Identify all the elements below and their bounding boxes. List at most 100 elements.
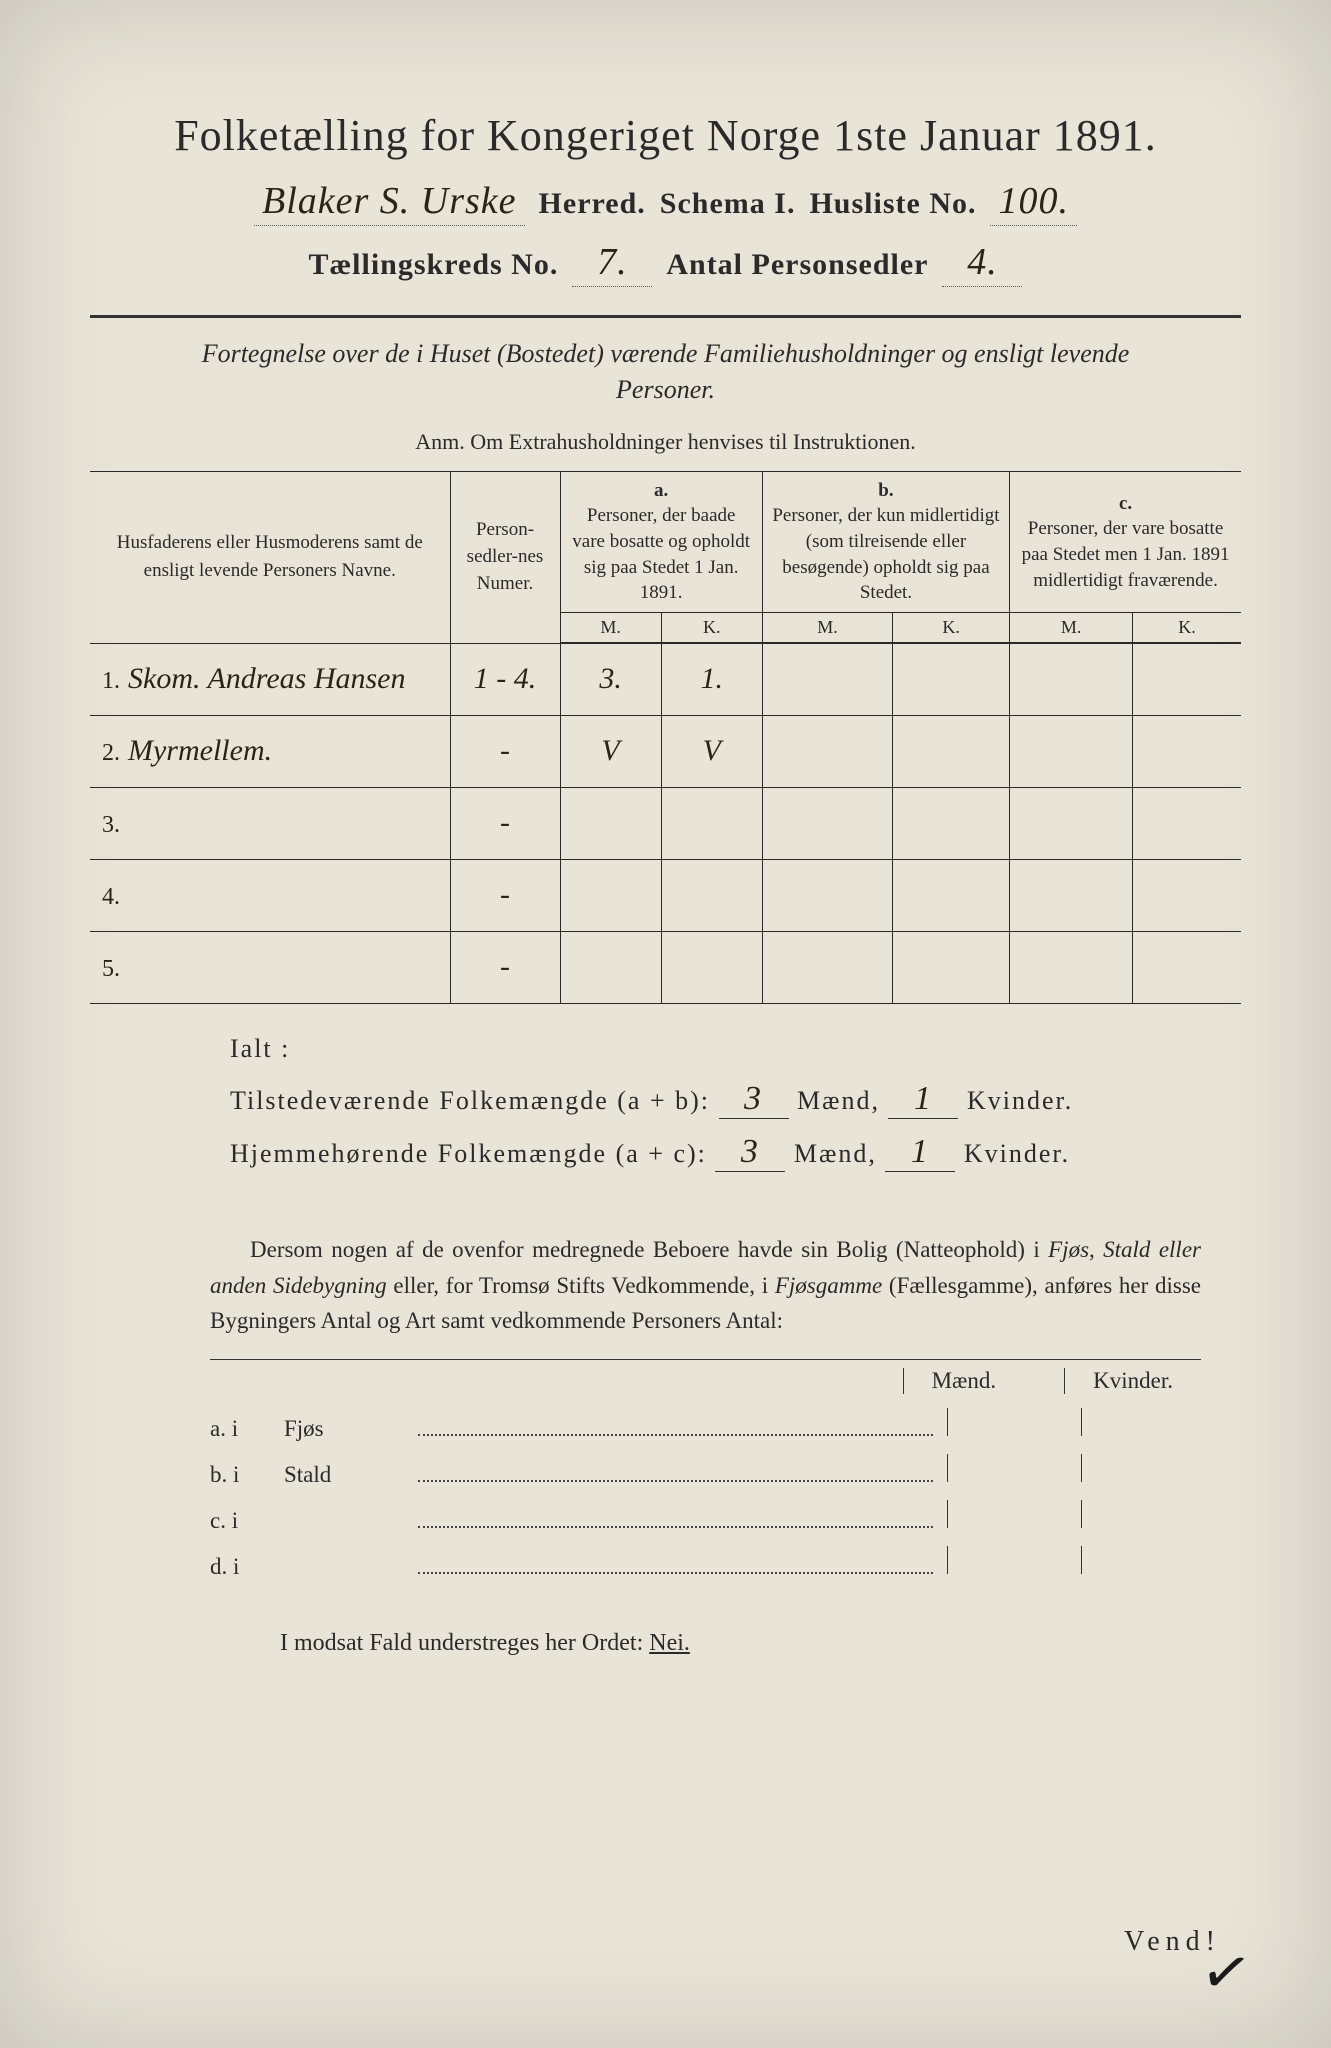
row-a-m: V: [560, 715, 661, 787]
col-a-letter: a.: [569, 478, 754, 504]
kreds-value: 7.: [572, 240, 652, 287]
kvinder-label: Kvinder.: [967, 1086, 1073, 1115]
anm-note: Anm. Om Extrahusholdninger henvises til …: [90, 429, 1241, 455]
table-row: 4.-: [90, 859, 1241, 931]
row-c-m: [1010, 715, 1133, 787]
row-c-m: [1010, 931, 1133, 1003]
form-title: Folketælling for Kongeriget Norge 1ste J…: [90, 110, 1241, 161]
dots: [418, 1413, 933, 1436]
col-b-k: K.: [893, 612, 1010, 642]
row-b-k: [893, 787, 1010, 859]
row-a-k: [661, 931, 762, 1003]
col-b-top: b. Personer, der kun midlertidigt (som t…: [762, 471, 1009, 612]
dersom-paragraph: Dersom nogen af de ovenfor medregnede Be…: [210, 1232, 1201, 1339]
row-b-m: [762, 643, 892, 715]
row-name: 1.Skom. Andreas Hansen: [90, 643, 450, 715]
col-b-m: M.: [762, 612, 892, 642]
row-b-m: [762, 715, 892, 787]
para-4: Fjøsgamme: [775, 1273, 882, 1298]
row-a-k: 1.: [661, 643, 762, 715]
building-maend-cell: [947, 1546, 1067, 1574]
building-header: Mænd. Kvinder.: [210, 1359, 1201, 1394]
col-c-k: K.: [1133, 612, 1241, 642]
table-row: 5.-: [90, 931, 1241, 1003]
row-b-k: [893, 859, 1010, 931]
building-kvinder-cell: [1081, 1500, 1201, 1528]
summary-2-label: Hjemmehørende Folkemængde (a + c):: [230, 1139, 707, 1168]
row-a-k: [661, 787, 762, 859]
row-c-m: [1010, 643, 1133, 715]
row-a-k: [661, 859, 762, 931]
summary-1-k: 1: [888, 1080, 958, 1119]
col-a-top: a. Personer, der baade vare bosatte og o…: [560, 471, 762, 612]
col-c-letter: c.: [1018, 491, 1233, 517]
husliste-label: Husliste No.: [809, 187, 976, 221]
row-numer: -: [450, 715, 560, 787]
header-row-2: Tællingskreds No. 7. Antal Personsedler …: [90, 240, 1241, 287]
col-c-m: M.: [1010, 612, 1133, 642]
summary-2-k: 1: [885, 1133, 955, 1172]
row-c-m: [1010, 787, 1133, 859]
building-row: b. iStald: [210, 1454, 1201, 1488]
col-c-top: c. Personer, der vare bosatte paa Stedet…: [1010, 471, 1241, 612]
summary-line-1: Tilstedeværende Folkemængde (a + b): 3 M…: [230, 1080, 1241, 1119]
building-kvinder-cell: [1081, 1454, 1201, 1482]
modsatt-nei: Nei.: [649, 1630, 690, 1656]
modsatt-pre: I modsat Fald understreges her Ordet:: [280, 1630, 649, 1656]
building-maend: Mænd.: [903, 1368, 1025, 1394]
modsatt-line: I modsat Fald understreges her Ordet: Ne…: [280, 1630, 1241, 1657]
row-numer: -: [450, 787, 560, 859]
col-header-numer: Person-sedler-nes Numer.: [450, 471, 560, 643]
building-block: Mænd. Kvinder. a. iFjøsb. iStaldc. id. i: [210, 1359, 1201, 1580]
census-form-page: Folketælling for Kongeriget Norge 1ste J…: [0, 0, 1331, 2048]
building-kvinder-cell: [1081, 1408, 1201, 1436]
row-numer: -: [450, 859, 560, 931]
col-a-k: K.: [661, 612, 762, 642]
census-table: Husfaderens eller Husmoderens samt de en…: [90, 471, 1241, 1004]
building-maend-cell: [947, 1408, 1067, 1436]
row-a-m: 3.: [560, 643, 661, 715]
row-a-m: [560, 859, 661, 931]
row-b-m: [762, 787, 892, 859]
row-a-k: V: [661, 715, 762, 787]
row-b-k: [893, 643, 1010, 715]
fortegnelse-heading: Fortegnelse over de i Huset (Bostedet) v…: [150, 336, 1181, 409]
divider: [90, 315, 1241, 318]
row-numer: -: [450, 931, 560, 1003]
row-name: 3.: [90, 787, 450, 859]
maend-label-2: Mænd,: [794, 1139, 877, 1168]
row-c-k: [1133, 643, 1241, 715]
header-row-1: Blaker S. Urske Herred. Schema I. Huslis…: [90, 179, 1241, 226]
row-name: 5.: [90, 931, 450, 1003]
col-c-text: Personer, der vare bosatte paa Stedet me…: [1018, 516, 1233, 593]
row-name: 4.: [90, 859, 450, 931]
dots: [418, 1505, 933, 1528]
kreds-label: Tællingskreds No.: [309, 248, 559, 282]
building-kvinder-cell: [1081, 1546, 1201, 1574]
kvinder-label-2: Kvinder.: [964, 1139, 1070, 1168]
building-row: c. i: [210, 1500, 1201, 1534]
row-c-m: [1010, 859, 1133, 931]
para-3: eller, for Tromsø Stifts Vedkommende, i: [387, 1273, 775, 1298]
summary-line-2: Hjemmehørende Folkemængde (a + c): 3 Mæn…: [230, 1133, 1241, 1172]
building-row-label: c. i: [210, 1508, 270, 1534]
table-row: 2.Myrmellem.-VV: [90, 715, 1241, 787]
building-row-label: d. i: [210, 1554, 270, 1580]
building-row-label: b. i: [210, 1462, 270, 1488]
row-b-k: [893, 931, 1010, 1003]
col-a-text: Personer, der baade vare bosatte og opho…: [569, 503, 754, 606]
col-header-names: Husfaderens eller Husmoderens samt de en…: [90, 471, 450, 643]
row-a-m: [560, 787, 661, 859]
maend-label: Mænd,: [797, 1086, 880, 1115]
row-c-k: [1133, 715, 1241, 787]
building-row-label: a. i: [210, 1416, 270, 1442]
building-maend-cell: [947, 1500, 1067, 1528]
building-maend-cell: [947, 1454, 1067, 1482]
row-a-m: [560, 931, 661, 1003]
antall-label: Antal Personsedler: [666, 248, 928, 282]
row-c-k: [1133, 931, 1241, 1003]
schema-label: Schema I.: [660, 187, 796, 221]
table-row: 3.-: [90, 787, 1241, 859]
table-row: 1.Skom. Andreas Hansen1 - 4.3.1.: [90, 643, 1241, 715]
summary-1-m: 3: [719, 1080, 789, 1119]
